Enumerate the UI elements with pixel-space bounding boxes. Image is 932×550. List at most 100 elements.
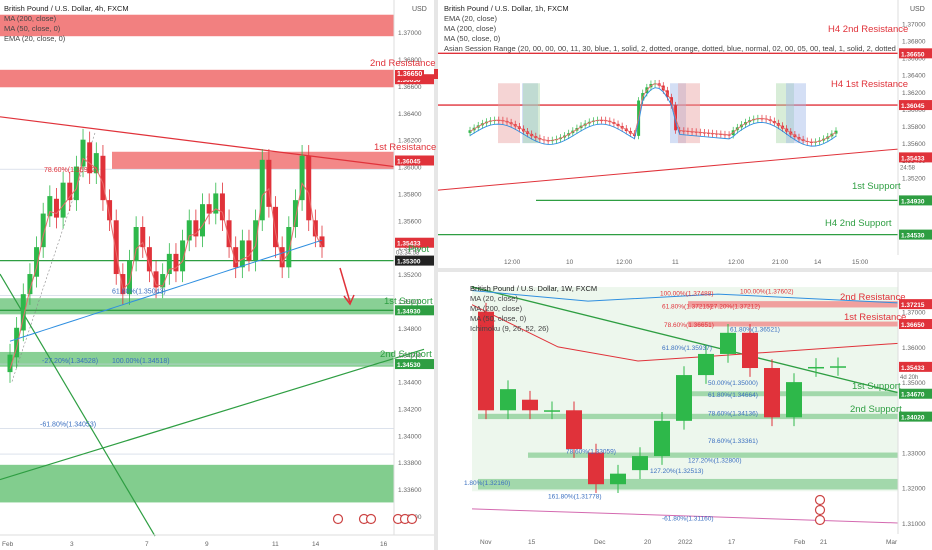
tag-4h-s1-bg bbox=[395, 305, 434, 316]
candle-4h-body bbox=[253, 220, 259, 261]
tag-1h-h4r2: 1.36650 bbox=[901, 51, 925, 58]
time-tick-4h: 3 bbox=[70, 541, 74, 548]
candle-1w-body bbox=[676, 375, 692, 421]
candle-1w-body bbox=[808, 366, 824, 369]
label-pivot: Pivot bbox=[408, 244, 430, 255]
session-box-1h bbox=[678, 83, 700, 144]
candle-4h-body bbox=[292, 200, 298, 228]
candle-4h-body bbox=[40, 213, 46, 248]
tag-4h-r1: 1.36045 bbox=[397, 158, 421, 165]
price-tick-1w: 1.32000 bbox=[902, 486, 926, 493]
price-tick-1h: 1.35600 bbox=[902, 141, 926, 148]
ma50-1h-line bbox=[469, 87, 837, 147]
time-tick-1h: 12:00 bbox=[504, 259, 521, 266]
price-tick-1w: 1.36000 bbox=[902, 345, 926, 352]
fib-label-4h-786: 78.60%(1.35982) bbox=[44, 167, 98, 174]
candle-4h-body bbox=[193, 220, 199, 237]
panel-divider-vertical[interactable] bbox=[434, 0, 438, 550]
label-1h-1st-support: 1st Support bbox=[852, 181, 901, 192]
candle-4h-body bbox=[319, 236, 325, 248]
arrow-4h-down bbox=[339, 267, 351, 303]
candle-4h-body bbox=[180, 240, 186, 272]
candle-4h-body bbox=[60, 182, 66, 218]
price-tick-4h: 1.34000 bbox=[398, 433, 422, 440]
time-tick-1h: 10 bbox=[566, 259, 574, 266]
tag-1w-r2-bg bbox=[899, 299, 932, 310]
candle-4h-body bbox=[213, 193, 219, 214]
zone-4h-top-red bbox=[0, 14, 394, 37]
fib-label-1w: 61.80%(1.37215) bbox=[662, 303, 712, 310]
label-1st-resistance: 1st Resistance bbox=[374, 142, 437, 153]
event-flag-icon bbox=[814, 514, 826, 526]
legend-ma200: MA (200, close) bbox=[4, 14, 57, 23]
chart-1h-panel[interactable]: 1.37000 1.36800 1.36600 1.36400 1.36200 1.360… bbox=[438, 0, 932, 268]
tag-1h-s1: 1.34930 bbox=[901, 198, 925, 205]
chart-1h-canvas[interactable]: 1.37000 1.36800 1.36600 1.36400 1.36200 1.360… bbox=[438, 0, 932, 268]
candle-4h-body bbox=[107, 200, 113, 221]
time-tick-1w: 15 bbox=[528, 539, 536, 546]
tag-4h-r2: 1.36650 bbox=[397, 77, 421, 84]
tag-1w-r2: 1.37215 bbox=[901, 302, 925, 309]
time-tick-1w: 20 bbox=[644, 539, 652, 546]
tag-4h-price-bg bbox=[395, 237, 434, 248]
time-tick-1h: 12:00 bbox=[616, 259, 633, 266]
candle-4h-body bbox=[299, 155, 305, 201]
label-1w-1st-resistance: 1st Resistance bbox=[844, 312, 907, 323]
candle-4h-body bbox=[14, 327, 20, 358]
time-tick-1h: 11 bbox=[672, 259, 679, 266]
chart-4h-canvas[interactable]: 78.60%(1.35982) 61.80%(1.35043) -27.20%(1.… bbox=[0, 0, 434, 550]
line-1w-purple bbox=[471, 508, 899, 524]
legend-1h-ma200: MA (200, close) bbox=[444, 24, 497, 33]
time-tick-1h: 21:00 bbox=[772, 259, 789, 266]
time-tick-1w: 21 bbox=[820, 539, 828, 546]
label-1st-support: 1st Support bbox=[384, 296, 433, 307]
legend-1w-ichimoku: Ichimoku (9, 26, 52, 26) bbox=[470, 324, 549, 333]
fib-label-1w: 78.60%(1.36651) bbox=[664, 322, 714, 329]
tag-1w-s1-bg bbox=[899, 388, 932, 399]
candle-4h-body bbox=[200, 204, 206, 237]
chart-1w-panel[interactable]: 100.00%(1.37488) 100.00%(1.37602) 61.80%(1… bbox=[438, 272, 932, 550]
price-tick-4h: 1.36600 bbox=[398, 84, 422, 91]
candle-4h-body bbox=[173, 253, 179, 272]
price-tick-4h: 1.34200 bbox=[398, 406, 422, 413]
time-tick-1w: 2022 bbox=[678, 539, 693, 546]
legend-ma50: MA (50, close, 0) bbox=[4, 24, 61, 33]
legend-1h-ema20: EMA (20, close) bbox=[444, 14, 497, 23]
candle-4h-body bbox=[27, 274, 33, 295]
candle-4h-body bbox=[306, 155, 312, 221]
tag-1h-h4r1: 1.36045 bbox=[901, 103, 925, 110]
tag-4h-s2: 1.34530 bbox=[397, 362, 421, 369]
candle-4h-body bbox=[186, 220, 192, 241]
candle-4h-body bbox=[113, 220, 119, 275]
fib-label-1w: 78.60%(1.33059) bbox=[566, 448, 616, 455]
fib-label-1w: 100.00%(1.37602) bbox=[740, 289, 794, 296]
tag-1h-price: 1.35433 bbox=[901, 155, 925, 162]
price-tick-1w: 1.31000 bbox=[902, 521, 926, 528]
price-tick-1h: 1.36800 bbox=[902, 38, 926, 45]
chart-4h-panel[interactable]: 78.60%(1.35982) 61.80%(1.35043) -27.20%(1.… bbox=[0, 0, 438, 550]
tag-1w-price-bg bbox=[899, 361, 932, 372]
fib-label-1w: -27.20%(1.37212) bbox=[708, 303, 760, 310]
time-tick-1h: 14 bbox=[814, 259, 822, 266]
ma200-1h-line bbox=[438, 148, 899, 191]
fib-label-4h-100: 100.00%(1.34518) bbox=[112, 358, 170, 365]
panel-divider-horizontal[interactable] bbox=[438, 268, 932, 272]
zone-1w-r2 bbox=[688, 301, 898, 308]
ma200-1w-line bbox=[471, 304, 899, 362]
time-tick-1w: Mar bbox=[886, 539, 898, 546]
chart-1h-legend: British Pound / U.S. Dollar, 1h, FXCM EM… bbox=[444, 4, 896, 54]
tag-4h-pivot: 1.35300 bbox=[397, 259, 421, 266]
label-h4-1st-resistance: H4 1st Resistance bbox=[831, 79, 909, 90]
price-tick-4h: 1.33600 bbox=[398, 487, 422, 494]
zone-1w-low2 bbox=[478, 478, 898, 490]
price-tick-1w: 1.35000 bbox=[902, 380, 926, 387]
chart-1w-canvas[interactable]: 100.00%(1.37488) 100.00%(1.37602) 61.80%(1… bbox=[438, 272, 932, 550]
time-tick-1h: 15:00 bbox=[852, 259, 869, 266]
time-tick-1w: Nov bbox=[480, 539, 492, 546]
candle-4h-body bbox=[312, 220, 318, 237]
fib-label-4h-m618: -61.80%(1.34053) bbox=[40, 422, 96, 429]
chart-4h-legend: British Pound / U.S. Dollar, 4h, FXCM MA… bbox=[4, 4, 129, 44]
candle-1w-body bbox=[478, 311, 494, 411]
chart-1w-title: British Pound / U.S. Dollar, 1W, FXCM bbox=[470, 284, 598, 293]
candle-4h-body bbox=[279, 247, 285, 268]
